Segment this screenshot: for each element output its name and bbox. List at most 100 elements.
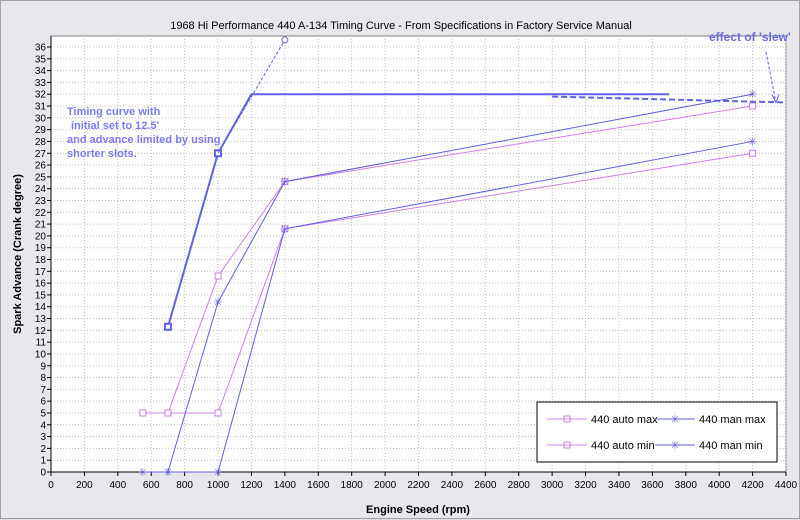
- overlay-extrapolation: [217, 39, 286, 154]
- x-tick-label: 1200: [240, 480, 263, 491]
- slew-arrow-shaft: [765, 51, 777, 103]
- legend-box: [536, 401, 778, 463]
- series-line-2: [142, 93, 753, 473]
- legend: 440 auto max ✳ 440 man max 440 auto min …: [536, 401, 778, 463]
- y-tick-label: 33: [35, 78, 47, 89]
- y-axis-label: Spark Advance (Crank degree): [12, 174, 24, 334]
- y-tick-label: 10: [35, 349, 47, 360]
- y-tick-label: 3: [40, 432, 46, 443]
- y-tick-label: 2: [40, 444, 46, 455]
- data-point-square: [139, 409, 147, 417]
- x-tick-label: 1600: [307, 480, 330, 491]
- data-point-star: ✳: [748, 88, 757, 101]
- svg-text:✳: ✳: [670, 439, 679, 452]
- data-point-star: ✳: [213, 466, 222, 479]
- x-tick-label: 2000: [374, 480, 397, 491]
- x-axis-label: Engine Speed (rpm): [366, 504, 470, 516]
- y-tick-label: 27: [35, 149, 47, 160]
- x-tick-label: 600: [143, 480, 160, 491]
- data-point-star: ✳: [163, 466, 172, 479]
- y-tick-label: 30: [35, 113, 47, 124]
- data-point-star: ✳: [280, 176, 289, 189]
- y-tick-label: 17: [35, 267, 47, 278]
- overlay-timing-line: [166, 93, 670, 328]
- y-tick-label: 12: [35, 326, 47, 337]
- x-tick-label: 400: [109, 480, 126, 491]
- data-point-square: [749, 102, 757, 110]
- legend-label-auto-max: 440 auto max: [591, 414, 658, 426]
- data-point-star: ✳: [748, 135, 757, 148]
- data-point-square: [164, 409, 172, 417]
- y-tick-label: 1: [40, 456, 46, 467]
- y-tick-label: 25: [35, 172, 47, 183]
- x-tick-label: 3400: [608, 480, 631, 491]
- y-tick-label: 14: [35, 302, 47, 313]
- y-tick-label: 21: [35, 220, 47, 231]
- timing-note-line-3: and advance limited by using: [67, 134, 220, 146]
- x-tick-label: 0: [48, 480, 54, 491]
- x-tick-label: 4400: [775, 480, 798, 491]
- x-tick-label: 1400: [274, 480, 297, 491]
- x-tick-label: 1800: [341, 480, 364, 491]
- data-point-star: ✳: [138, 466, 147, 479]
- y-tick-label: 6: [40, 397, 46, 408]
- y-tick-label: 11: [36, 338, 47, 349]
- y-tick-label: 16: [35, 279, 47, 290]
- x-tick-label: 4000: [708, 480, 731, 491]
- x-tick-label: 2800: [508, 480, 531, 491]
- slew-arrow-head: [771, 94, 780, 104]
- x-tick-label: 1000: [207, 480, 230, 491]
- legend-item-auto-max: 440 auto max: [547, 414, 658, 426]
- overlay-curve: [163, 36, 787, 331]
- legend-label-auto-min: 440 auto min: [591, 440, 655, 452]
- x-tick-label: 2200: [407, 480, 430, 491]
- y-tick-label: 18: [35, 255, 47, 266]
- y-tick-label: 36: [35, 43, 47, 54]
- y-tick-label: 0: [40, 468, 46, 479]
- y-tick-label: 9: [40, 361, 46, 372]
- timing-note-line-1: Timing curve with: [67, 106, 161, 118]
- legend-item-auto-min: 440 auto min: [547, 440, 655, 452]
- overlay-extrapolation-point: [281, 36, 289, 44]
- x-tick-label: 3800: [675, 480, 698, 491]
- slew-dashed-line: [552, 95, 787, 104]
- legend-item-man-min: ✳ 440 man min: [655, 439, 763, 452]
- data-point-square: [749, 149, 757, 157]
- data-point-square: [214, 272, 222, 280]
- y-tick-label: 35: [35, 54, 47, 65]
- data-point-star: ✳: [280, 223, 289, 236]
- y-tick-label: 13: [35, 314, 47, 325]
- y-tick-label: 5: [40, 408, 46, 419]
- x-tick-label: 3200: [574, 480, 597, 491]
- legend-item-man-max: ✳ 440 man max: [655, 413, 766, 426]
- timing-note-line-4: shorter slots.: [67, 148, 137, 160]
- overlay-point: [163, 322, 172, 331]
- timing-note: Timing curve with initial set to 12.5' a…: [67, 106, 220, 160]
- timing-note-line-2: initial set to 12.5': [71, 120, 160, 132]
- chart-title: 1968 Hi Performance 440 A-134 Timing Cur…: [170, 20, 632, 32]
- y-tick-label: 29: [35, 125, 47, 136]
- x-tick-label: 3600: [641, 480, 664, 491]
- y-tick-label: 26: [35, 161, 47, 172]
- y-tick-label: 19: [35, 243, 47, 254]
- x-tick-label: 200: [76, 480, 93, 491]
- data-point-square: [214, 409, 222, 417]
- legend-label-man-max: 440 man max: [699, 414, 766, 426]
- y-tick-label: 20: [35, 231, 47, 242]
- svg-text:✳: ✳: [670, 413, 679, 426]
- data-series: ✳ ✳ ✳ ✳ ✳ ✳ ✳ ✳ ✳: [138, 88, 757, 479]
- y-tick-label: 23: [35, 196, 47, 207]
- series-line-1: [167, 152, 753, 414]
- y-tick-label: 7: [40, 385, 46, 396]
- series-line-3: [167, 140, 753, 473]
- y-tick-label: 28: [35, 137, 47, 148]
- x-tick-label: 800: [176, 480, 193, 491]
- y-tick-label: 34: [35, 66, 47, 77]
- legend-label-man-min: 440 man min: [699, 440, 763, 452]
- y-tick-label: 15: [35, 290, 47, 301]
- y-tick-label: 31: [35, 102, 47, 113]
- y-tick-label: 4: [40, 420, 46, 431]
- x-tick-label: 4200: [741, 480, 764, 491]
